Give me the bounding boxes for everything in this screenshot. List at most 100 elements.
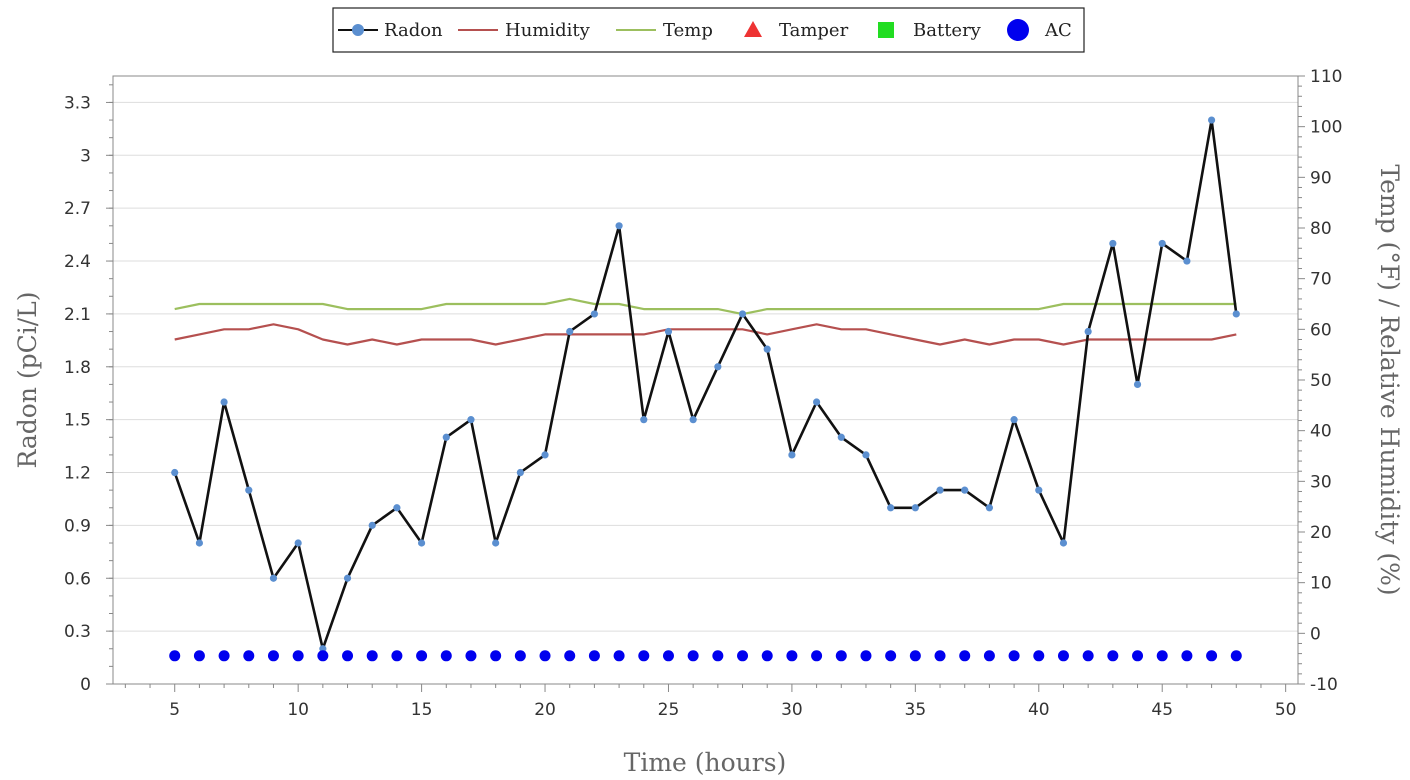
radon-point — [1232, 310, 1240, 318]
radon-point — [1158, 239, 1166, 248]
legend-marker — [878, 22, 894, 38]
legend-marker — [744, 21, 762, 37]
right-y-axis: -10 0 10 20 30 40 50 60 70 80 90 100 110 — [1298, 67, 1342, 695]
radon-point — [566, 327, 574, 336]
ac-point — [539, 650, 551, 662]
legend-item-temp: Temp — [616, 20, 713, 41]
radon-point — [985, 504, 994, 512]
series-layer — [169, 116, 1242, 662]
ac-point — [983, 650, 995, 662]
left-y-tick-label: 3.3 — [64, 93, 91, 113]
x-tick-label: 45 — [1151, 700, 1173, 720]
legend-item-radon: Radon — [338, 20, 443, 41]
radon-point — [393, 504, 401, 512]
left-y-tick-label: 0.3 — [64, 622, 91, 642]
x-tick-label: 15 — [411, 700, 433, 720]
right-y-tick-label: 70 — [1310, 270, 1332, 290]
ac-point — [737, 650, 749, 662]
radon-point — [640, 416, 648, 424]
radon-point — [442, 433, 450, 441]
temp-line — [174, 297, 1237, 316]
ac-point — [193, 650, 205, 662]
ac-point — [835, 650, 847, 662]
ac-point — [1230, 650, 1242, 662]
radon-point — [714, 363, 722, 371]
x-tick-label: 5 — [169, 700, 180, 720]
plot-area-frame — [112, 75, 1299, 685]
radon-point — [195, 539, 204, 547]
ac-point — [317, 650, 329, 662]
ac-point — [169, 650, 181, 662]
left-y-tick-label: 2.7 — [64, 199, 91, 219]
x-axis-title: Time (hours) — [624, 748, 787, 777]
radon-point — [1010, 416, 1018, 424]
left-y-tick-label: 1.2 — [64, 464, 91, 484]
series-ac — [169, 650, 1242, 662]
radon-point — [862, 451, 870, 459]
x-tick-label: 40 — [1028, 700, 1050, 720]
x-tick-label: 20 — [534, 700, 556, 720]
ac-point — [662, 650, 674, 662]
series-radon — [171, 116, 1240, 653]
legend-label: Radon — [384, 20, 443, 41]
radon-point — [1059, 539, 1068, 547]
legend-marker — [1007, 19, 1029, 41]
ac-point — [1132, 650, 1144, 662]
right-y-tick-label: 80 — [1310, 219, 1332, 239]
radon-point — [368, 521, 376, 529]
radon-point — [269, 574, 278, 582]
left-y-tick-label: 2.4 — [64, 252, 91, 272]
ac-point — [1206, 650, 1218, 662]
ac-point — [267, 650, 279, 662]
legend-label: Battery — [913, 20, 982, 41]
radon-point — [936, 486, 944, 494]
x-tick-label: 35 — [905, 700, 927, 720]
left-y-axis-title: Radon (pCi/L) — [13, 291, 42, 468]
legend-label: Temp — [663, 20, 713, 41]
radon-point — [812, 398, 821, 406]
ac-point — [416, 650, 428, 662]
ac-point — [391, 650, 403, 662]
left-y-tick-label: 3 — [80, 146, 91, 166]
x-tick-label: 30 — [781, 700, 803, 720]
left-y-tick-label: 0 — [80, 675, 91, 695]
radon-point — [1133, 380, 1142, 389]
legend-label: AC — [1044, 20, 1072, 41]
radon-point — [245, 486, 253, 494]
x-tick-label: 10 — [287, 700, 309, 720]
radon-point — [738, 310, 747, 318]
left-y-tick-label: 2.1 — [64, 305, 91, 325]
right-y-tick-label: 30 — [1310, 472, 1332, 492]
ac-point — [811, 650, 823, 662]
radon-point — [467, 416, 475, 424]
ac-point — [761, 650, 773, 662]
ac-point — [465, 650, 477, 662]
radon-point — [516, 468, 524, 477]
ac-point — [292, 650, 304, 662]
ac-point — [514, 650, 526, 662]
right-y-axis-title: Temp (°F) / Relative Humidity (%) — [1375, 164, 1404, 595]
ac-point — [909, 650, 921, 662]
radon-point — [319, 645, 327, 653]
ac-point — [1082, 650, 1094, 662]
ac-point — [342, 650, 354, 662]
radon-point — [1183, 257, 1191, 265]
ac-point — [613, 650, 625, 662]
left-y-tick-label: 1.8 — [64, 358, 91, 378]
right-y-tick-label: 60 — [1310, 320, 1332, 340]
radon-point — [615, 222, 623, 230]
ac-point — [1008, 650, 1020, 662]
radon-point — [837, 433, 845, 441]
right-y-tick-label: 10 — [1310, 574, 1332, 594]
right-y-tick-label: 110 — [1310, 67, 1342, 87]
series-humidity — [174, 323, 1237, 346]
ac-point — [1181, 650, 1193, 662]
ac-point — [1107, 650, 1119, 662]
legend-label: Tamper — [779, 20, 849, 41]
legend: Radon Humidity Temp Tamper Battery AC — [332, 7, 1085, 53]
humidity-line — [174, 323, 1237, 346]
radon-point — [788, 451, 796, 459]
radon-point — [492, 539, 500, 547]
radon-point — [294, 539, 302, 547]
